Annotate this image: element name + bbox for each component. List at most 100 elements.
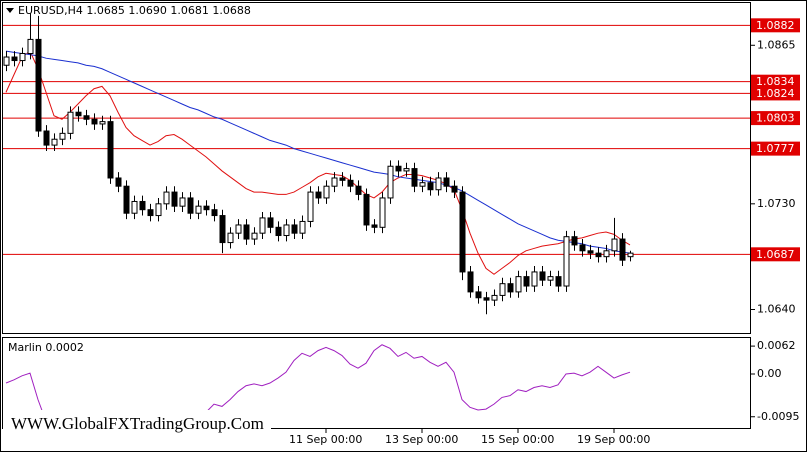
level-label: 1.0777 bbox=[756, 142, 795, 155]
moving-average bbox=[5, 50, 631, 254]
moving-average bbox=[5, 50, 631, 275]
candle-body bbox=[115, 177, 122, 187]
candle-body bbox=[451, 185, 458, 193]
level-label: 1.0834 bbox=[756, 75, 795, 88]
candle-body bbox=[3, 56, 10, 66]
candle-body bbox=[347, 179, 354, 187]
candle-body bbox=[43, 130, 50, 146]
candle-body bbox=[371, 224, 378, 228]
candle-body bbox=[107, 121, 114, 179]
y-tick-label: 1.0640 bbox=[757, 303, 796, 316]
candle-body bbox=[219, 215, 226, 244]
price-panel bbox=[2, 2, 751, 334]
level-label: 1.0687 bbox=[756, 248, 795, 261]
x-tick-label: 15 Sep 00:00 bbox=[481, 433, 554, 446]
indicator-title: Marlin 0.0002 bbox=[8, 341, 84, 354]
level-label-box bbox=[751, 74, 800, 89]
candle-body bbox=[171, 191, 178, 207]
candle-body bbox=[491, 294, 498, 301]
y-tick-label: 1.0865 bbox=[757, 38, 796, 51]
candle-body bbox=[587, 250, 594, 254]
candle-body bbox=[571, 236, 578, 246]
level-label-box bbox=[751, 18, 800, 33]
candle-body bbox=[611, 238, 618, 252]
menu-icon[interactable] bbox=[6, 8, 14, 13]
candle-body bbox=[475, 291, 482, 299]
level-label-box bbox=[751, 141, 800, 156]
candle-body bbox=[403, 168, 410, 172]
candle-body bbox=[363, 193, 370, 226]
candle-body bbox=[523, 276, 530, 287]
candle-body bbox=[323, 185, 330, 199]
level-label-box bbox=[751, 111, 800, 126]
candle-body bbox=[275, 226, 282, 237]
candle-body bbox=[235, 224, 242, 234]
candle-body bbox=[35, 38, 42, 132]
candle-body bbox=[155, 203, 162, 217]
candle-body bbox=[427, 182, 434, 191]
candle-body bbox=[539, 271, 546, 281]
candle-body bbox=[211, 209, 218, 217]
level-label: 1.0803 bbox=[756, 112, 795, 125]
y-tick-label: 0.00 bbox=[757, 367, 782, 380]
candle-body bbox=[267, 217, 274, 228]
candle-body bbox=[227, 232, 234, 244]
candle-body bbox=[547, 276, 554, 281]
x-tick-label: 19 Sep 00:00 bbox=[577, 433, 650, 446]
candle-body bbox=[67, 111, 74, 134]
candle-body bbox=[435, 177, 442, 191]
x-tick-label: 11 Sep 00:00 bbox=[289, 433, 362, 446]
candle-body bbox=[459, 191, 466, 273]
candle-body bbox=[411, 168, 418, 187]
candle-body bbox=[291, 224, 298, 234]
candle-body bbox=[499, 283, 506, 296]
level-label: 1.0824 bbox=[756, 87, 795, 100]
candle-body bbox=[627, 252, 634, 258]
candle-body bbox=[595, 252, 602, 258]
y-tick-label: -0.0095 bbox=[757, 410, 799, 423]
candle-body bbox=[467, 271, 474, 293]
watermark: WWW.GlobalFXTradingGroup.Com bbox=[11, 414, 264, 433]
candle-body bbox=[251, 232, 258, 240]
candle-body bbox=[139, 200, 146, 211]
y-tick-label: 0.0062 bbox=[757, 339, 796, 352]
watermark-box bbox=[3, 410, 271, 438]
candle-body bbox=[51, 138, 58, 146]
candle-body bbox=[187, 197, 194, 214]
candle-body bbox=[19, 52, 26, 62]
candle-body bbox=[483, 297, 490, 301]
candle-body bbox=[195, 205, 202, 214]
candle-body bbox=[355, 185, 362, 195]
candle-body bbox=[619, 238, 626, 261]
candle-body bbox=[83, 115, 90, 120]
candle-body bbox=[387, 165, 394, 199]
level-label: 1.0882 bbox=[756, 19, 795, 32]
candle-body bbox=[531, 271, 538, 287]
candle-body bbox=[395, 165, 402, 172]
level-label-box bbox=[751, 247, 800, 262]
candle-body bbox=[339, 177, 346, 181]
candle-body bbox=[563, 236, 570, 287]
candle-body bbox=[283, 224, 290, 237]
candle-body bbox=[179, 197, 186, 207]
candle-body bbox=[579, 244, 586, 252]
candle-body bbox=[259, 217, 266, 234]
candle-body bbox=[419, 182, 426, 187]
candle-body bbox=[91, 118, 98, 125]
x-tick-label: 13 Sep 00:00 bbox=[385, 433, 458, 446]
candle-body bbox=[379, 197, 386, 228]
candle-body bbox=[243, 224, 250, 240]
y-tick-label: 1.0730 bbox=[757, 197, 796, 210]
candle-body bbox=[59, 132, 66, 140]
candle-body bbox=[131, 200, 138, 214]
candle-body bbox=[27, 38, 34, 54]
candle-body bbox=[123, 185, 130, 214]
candle-body bbox=[315, 191, 322, 199]
candle-body bbox=[331, 177, 338, 187]
candle-body bbox=[299, 220, 306, 234]
candle-body bbox=[11, 56, 18, 62]
candle-body bbox=[99, 121, 106, 125]
candle-body bbox=[203, 205, 210, 211]
candle-body bbox=[555, 276, 562, 287]
